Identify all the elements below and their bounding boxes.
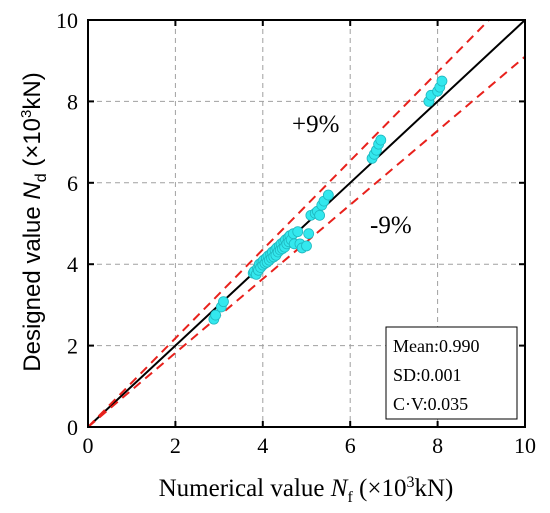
data-point: [375, 134, 387, 146]
y-axis-label-superscript: 3: [18, 110, 35, 118]
annotation-plus: +9%: [292, 111, 339, 138]
stat-cv: C·V:0.035: [393, 394, 468, 414]
data-point: [210, 309, 222, 321]
y-axis-label-unit-end: kN): [19, 72, 46, 109]
x-tick-label: 2: [170, 433, 181, 458]
x-axis-label-superscript: 3: [406, 474, 414, 491]
y-tick-label: 8: [67, 89, 78, 114]
data-points: [208, 75, 448, 325]
x-axis-label-subscript: f: [347, 489, 353, 506]
data-point: [436, 75, 448, 87]
data-point: [314, 209, 326, 221]
annotation-minus: -9%: [370, 212, 412, 239]
axis-ticks: [87, 19, 526, 428]
stats-box: Mean:0.990 SD:0.001 C·V:0.035: [385, 326, 518, 420]
stat-mean: Mean:0.990: [393, 336, 479, 356]
bound-line: [88, 20, 491, 427]
y-tick-label: 0: [67, 415, 78, 440]
x-tick-label: 6: [345, 433, 356, 458]
stat-sd: SD:0.001: [393, 365, 462, 385]
x-axis-label-unit: (×10: [353, 475, 407, 502]
y-tick-label: 6: [67, 171, 78, 196]
x-tick-label: 10: [514, 433, 536, 458]
y-axis-label-unit: (×10: [19, 118, 46, 173]
identity-line: [88, 20, 525, 427]
x-tick-label: 4: [257, 433, 268, 458]
x-tick-label: 8: [432, 433, 443, 458]
x-axis-label-unit-end: kN): [414, 475, 453, 502]
y-tick-labels: 0 2 4 6 8 10: [56, 8, 78, 440]
y-tick-label: 10: [56, 8, 78, 33]
data-point: [301, 240, 312, 252]
y-axis-label-pre: Designed value: [19, 200, 46, 372]
plot-frame: [87, 19, 526, 428]
y-axis-label: Designed value Nd (×103kN): [18, 72, 50, 371]
x-tick-labels: 0 2 4 6 8 10: [83, 433, 537, 458]
x-axis-label-pre: Numerical value: [159, 475, 331, 502]
data-point: [218, 296, 229, 308]
y-axis-label-subscript: d: [33, 173, 50, 182]
x-tick-label: 0: [83, 433, 94, 458]
data-point: [322, 189, 334, 201]
x-axis-label-symbol: N: [330, 475, 349, 502]
y-axis-label-symbol: N: [19, 182, 46, 200]
data-point: [292, 226, 304, 238]
data-point: [303, 228, 315, 240]
y-tick-label: 2: [67, 334, 78, 359]
y-tick-label: 4: [67, 252, 78, 277]
stats-box-frame: [385, 326, 518, 420]
x-axis-label: Numerical value Nf (×103kN): [159, 474, 454, 506]
